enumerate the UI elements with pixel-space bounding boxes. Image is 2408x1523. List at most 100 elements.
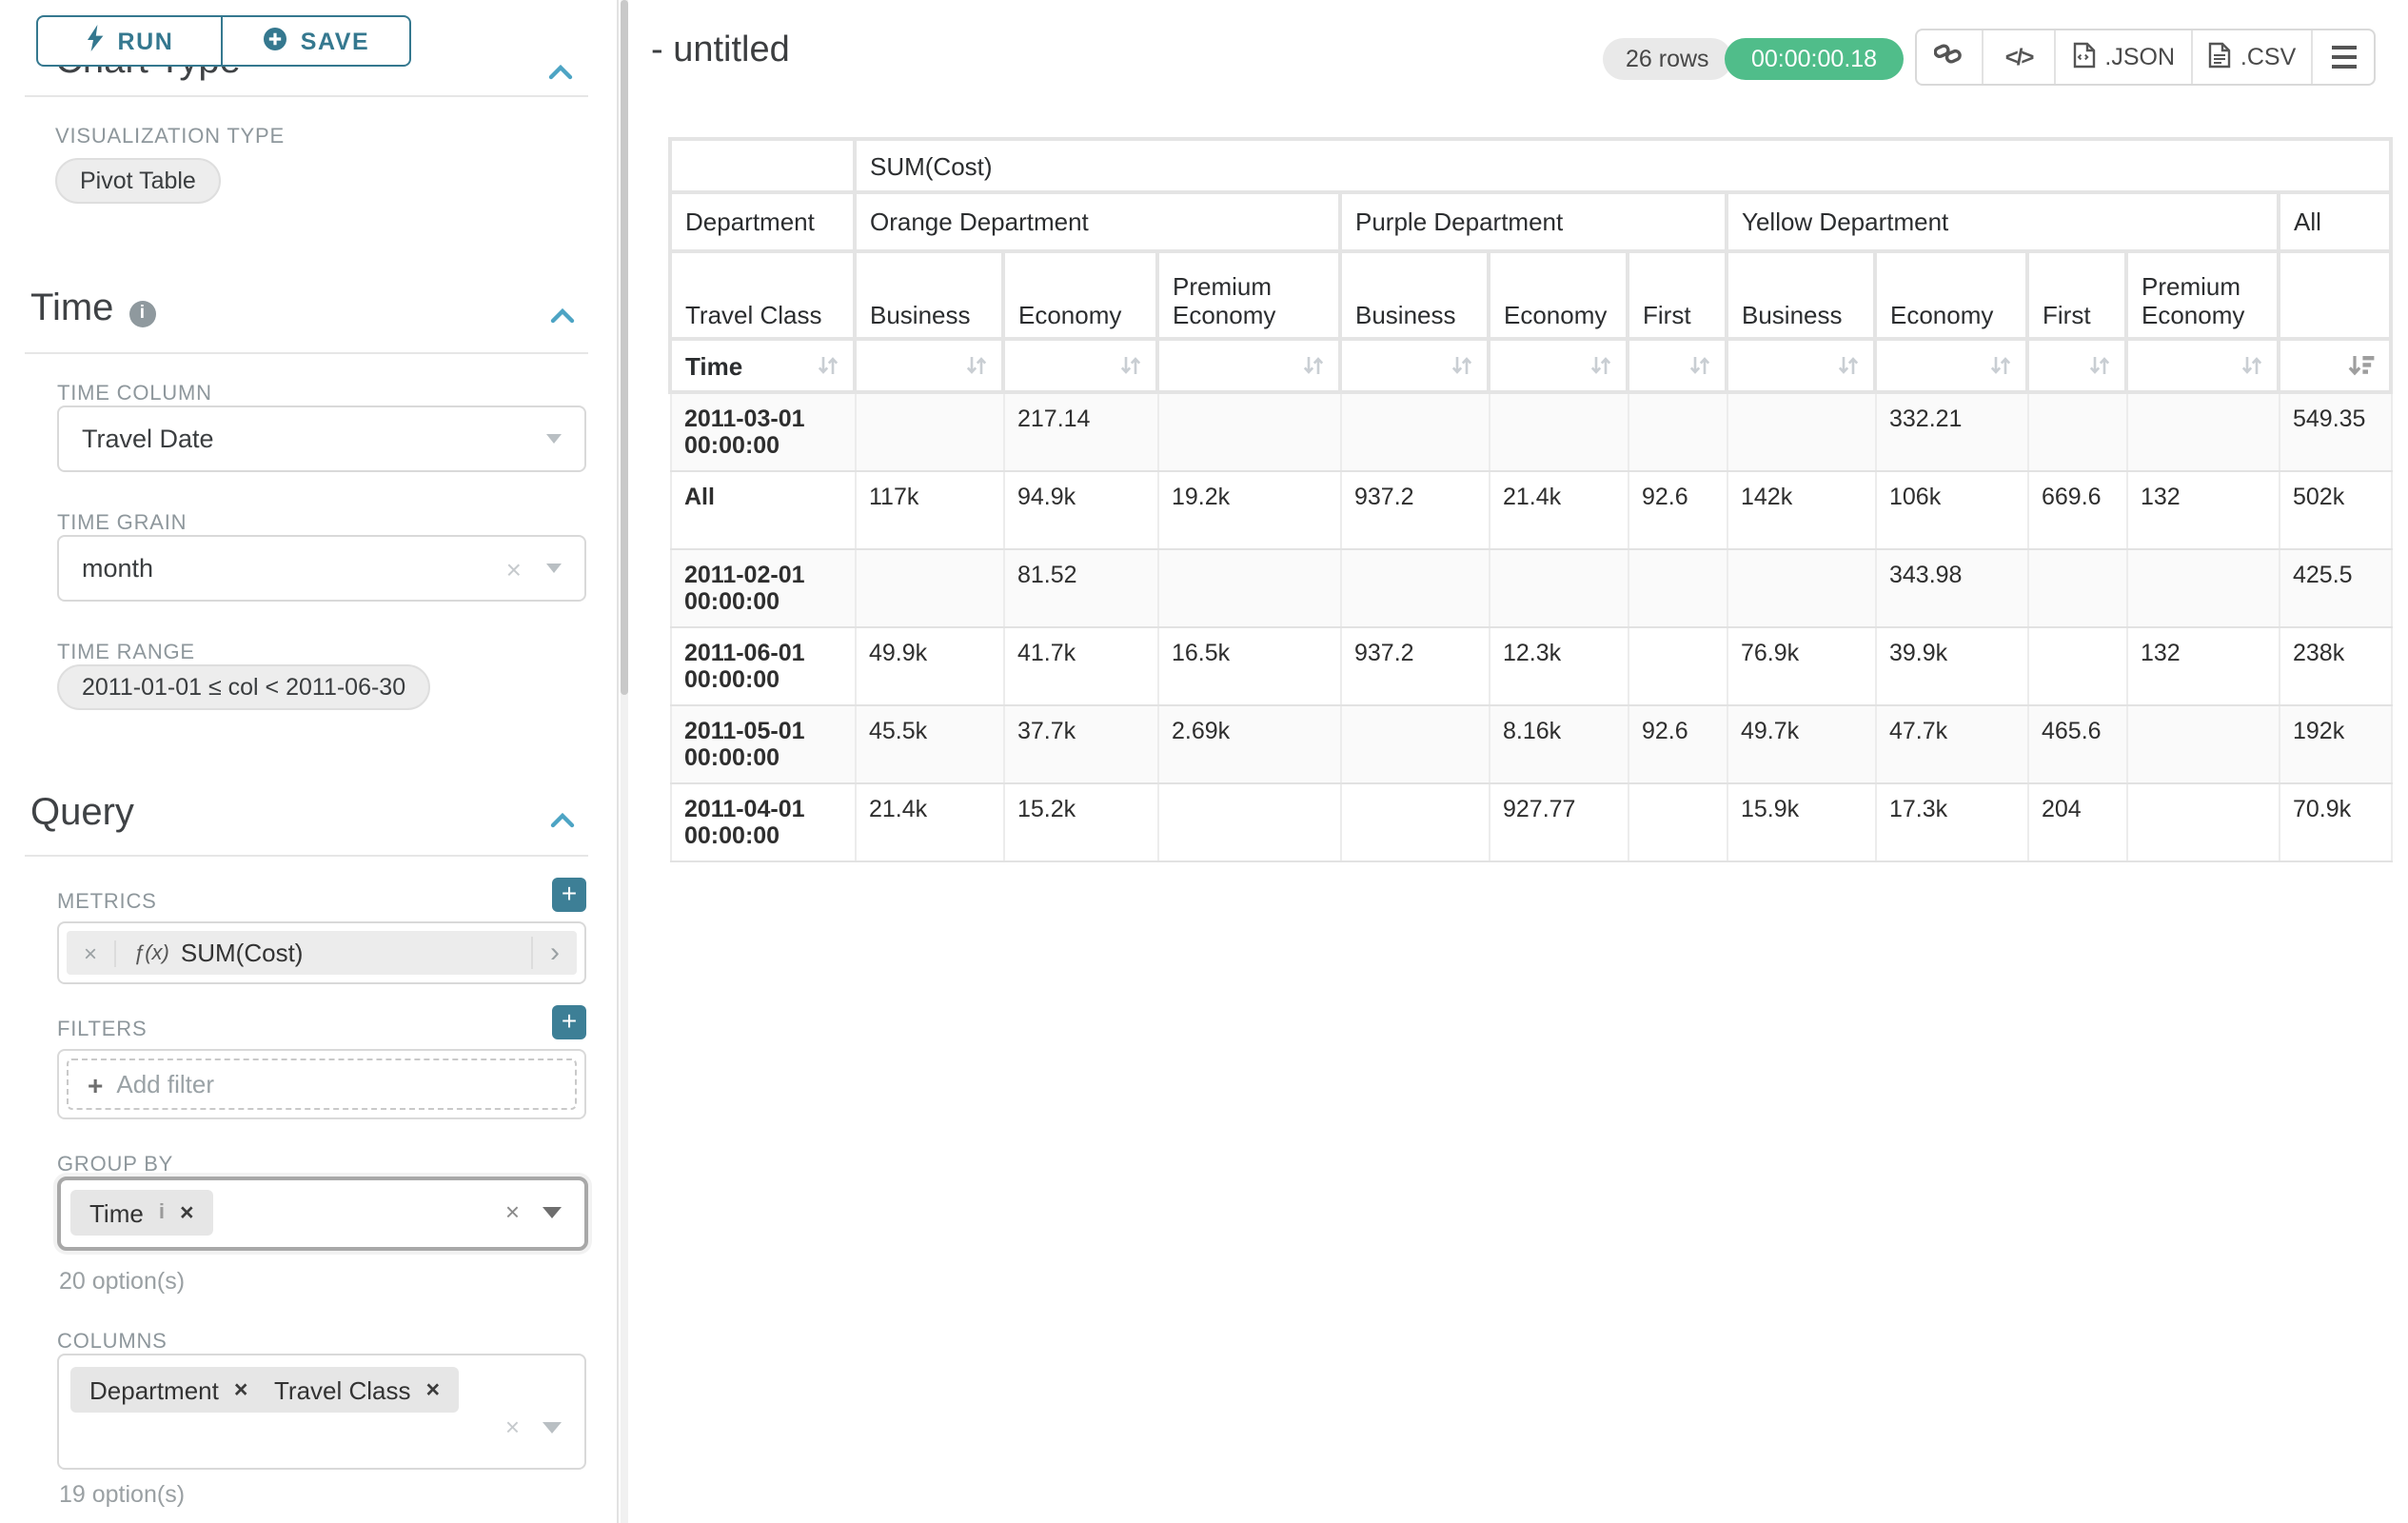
sort-icon[interactable] bbox=[1688, 354, 1711, 377]
remove-tag-icon[interactable]: × bbox=[233, 1376, 248, 1403]
control-panel-sidebar: Chart Type RUN SAVE V bbox=[0, 0, 619, 1523]
value-cell: 76.9k bbox=[1726, 626, 1876, 706]
sort-icon[interactable] bbox=[817, 354, 839, 377]
value-cell bbox=[1339, 548, 1490, 628]
lightning-bolt-icon bbox=[86, 25, 105, 57]
columns-select[interactable]: Department × Travel Class × × bbox=[57, 1354, 586, 1470]
metric-control: × ƒ(x) SUM(Cost) › bbox=[57, 921, 586, 984]
pivot-table-container: SUM(Cost) Department Orange Department Purp… bbox=[668, 137, 2394, 862]
row-dimension-sort-header[interactable]: Time bbox=[668, 337, 857, 394]
column-sort-header[interactable] bbox=[1725, 337, 1877, 394]
value-cell bbox=[1488, 391, 1628, 472]
value-cell: 502k bbox=[2277, 470, 2393, 550]
sort-icon[interactable] bbox=[2240, 354, 2263, 377]
clear-icon[interactable]: × bbox=[505, 553, 522, 583]
query-section-collapse chevron-up-icon[interactable] bbox=[550, 803, 575, 838]
add-filter-plus-button plus-icon[interactable]: + bbox=[552, 1005, 586, 1039]
add-metric-button plus-icon[interactable]: + bbox=[552, 878, 586, 912]
export-json-label: .JSON bbox=[2104, 44, 2176, 70]
save-button[interactable]: SAVE bbox=[223, 15, 411, 67]
sort-icon[interactable] bbox=[1989, 354, 2012, 377]
caret-down-icon[interactable] bbox=[543, 1207, 562, 1218]
row-header: All bbox=[669, 470, 856, 550]
remove-tag-icon[interactable]: × bbox=[425, 1376, 441, 1403]
group-by-tag-label: Time bbox=[89, 1198, 144, 1227]
time-section-collapse chevron-up-icon[interactable] bbox=[550, 299, 575, 333]
time-range-pill[interactable]: 2011-01-01 ≤ col < 2011-06-30 bbox=[57, 664, 431, 710]
time-section-heading: Time i bbox=[30, 287, 156, 331]
run-button[interactable]: RUN bbox=[36, 15, 223, 67]
value-cell: 47.7k bbox=[1874, 704, 2028, 784]
sort-icon[interactable] bbox=[1119, 354, 1142, 377]
group-by-select[interactable]: Time i × × bbox=[57, 1177, 588, 1251]
travel-class-header: Economy bbox=[1001, 249, 1159, 341]
filters-label: FILTERS bbox=[57, 1019, 148, 1041]
divider bbox=[25, 855, 588, 857]
export-csv-label: .CSV bbox=[2240, 44, 2297, 70]
travel-class-dimension-label: Travel Class bbox=[668, 249, 857, 341]
sidebar-sticky-bar: RUN SAVE bbox=[0, 0, 617, 67]
sort-icon[interactable] bbox=[1837, 354, 1860, 377]
columns-tag-label: Travel Class bbox=[274, 1375, 411, 1404]
column-sort-header[interactable] bbox=[1001, 337, 1159, 394]
value-cell: 37.7k bbox=[1002, 704, 1158, 784]
row-header: 2011-03-01 00:00:00 bbox=[669, 391, 856, 472]
info-circle-icon[interactable]: i bbox=[128, 300, 156, 326]
value-cell: 16.5k bbox=[1156, 626, 1341, 706]
column-sort-header[interactable] bbox=[1487, 337, 1629, 394]
value-cell: 2.69k bbox=[1156, 704, 1341, 784]
column-sort-header[interactable] bbox=[2124, 337, 2280, 394]
sort-icon[interactable] bbox=[1589, 354, 1612, 377]
clear-all-icon[interactable]: × bbox=[504, 1197, 520, 1226]
sidebar-scrollbar-thumb[interactable] bbox=[621, 0, 628, 695]
table-row: 2011-06-01 00:00:00 49.9k 41.7k 16.5k 937.2 1… bbox=[669, 626, 2393, 706]
column-sort-header[interactable] bbox=[1155, 337, 1342, 394]
caret-down-icon[interactable] bbox=[543, 1422, 562, 1434]
sidebar-scrollbar-track[interactable] bbox=[621, 0, 628, 1523]
remove-metric-icon[interactable]: × bbox=[67, 940, 116, 966]
metric-chip[interactable]: × ƒ(x) SUM(Cost) › bbox=[67, 931, 577, 975]
time-grain-select[interactable]: month × bbox=[57, 535, 586, 602]
department-header: Purple Department bbox=[1338, 190, 1728, 253]
column-sort-header[interactable] bbox=[1873, 337, 2029, 394]
add-filter-button[interactable]: + Add filter bbox=[67, 1058, 577, 1110]
value-cell bbox=[1156, 391, 1341, 472]
sort-icon[interactable] bbox=[1451, 354, 1473, 377]
time-column-select[interactable]: Travel Date bbox=[57, 405, 586, 472]
more-options-button[interactable] bbox=[2311, 30, 2374, 84]
columns-tag[interactable]: Department × bbox=[70, 1367, 267, 1413]
export-csv-button[interactable]: .CSV bbox=[2190, 30, 2312, 84]
sort-icon[interactable] bbox=[1302, 354, 1325, 377]
page-title[interactable]: - untitled bbox=[651, 30, 790, 70]
share-link-button[interactable] bbox=[1917, 30, 1981, 84]
visualization-type-pill[interactable]: Pivot Table bbox=[55, 158, 221, 204]
column-sort-header[interactable] bbox=[1338, 337, 1490, 394]
caret-down-icon bbox=[546, 564, 562, 573]
group-by-tag[interactable]: Time i × bbox=[70, 1190, 213, 1236]
save-button-label: SAVE bbox=[300, 28, 370, 54]
value-cell: 937.2 bbox=[1339, 470, 1490, 550]
sort-descending-icon[interactable] bbox=[2347, 354, 2376, 377]
expand-metric-icon chevron-right-icon[interactable]: › bbox=[531, 937, 577, 969]
column-sort-header[interactable] bbox=[2276, 337, 2394, 394]
chart-type-collapse-icon chevron-up-icon[interactable] bbox=[548, 55, 573, 89]
value-cell: 12.3k bbox=[1488, 626, 1628, 706]
column-sort-header[interactable] bbox=[1626, 337, 1728, 394]
travel-class-header: Economy bbox=[1873, 249, 2029, 341]
value-cell: 81.52 bbox=[1002, 548, 1158, 628]
view-query-button[interactable]: </> bbox=[1981, 30, 2054, 84]
info-icon[interactable]: i bbox=[158, 1201, 165, 1224]
export-json-button[interactable]: .JSON bbox=[2054, 30, 2191, 84]
run-button-label: RUN bbox=[117, 28, 174, 54]
value-cell bbox=[1156, 548, 1341, 628]
clear-all-icon[interactable]: × bbox=[504, 1413, 520, 1441]
sort-icon[interactable] bbox=[2088, 354, 2111, 377]
column-sort-header[interactable] bbox=[853, 337, 1005, 394]
value-cell: 45.5k bbox=[854, 704, 1004, 784]
value-cell: 39.9k bbox=[1874, 626, 2028, 706]
columns-tag[interactable]: Travel Class × bbox=[255, 1367, 460, 1413]
row-header: 2011-04-01 00:00:00 bbox=[669, 782, 856, 862]
remove-tag-icon[interactable]: × bbox=[179, 1199, 194, 1226]
column-sort-header[interactable] bbox=[2025, 337, 2128, 394]
sort-icon[interactable] bbox=[965, 354, 988, 377]
